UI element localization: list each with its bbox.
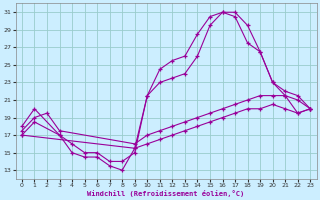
X-axis label: Windchill (Refroidissement éolien,°C): Windchill (Refroidissement éolien,°C): [87, 190, 245, 197]
